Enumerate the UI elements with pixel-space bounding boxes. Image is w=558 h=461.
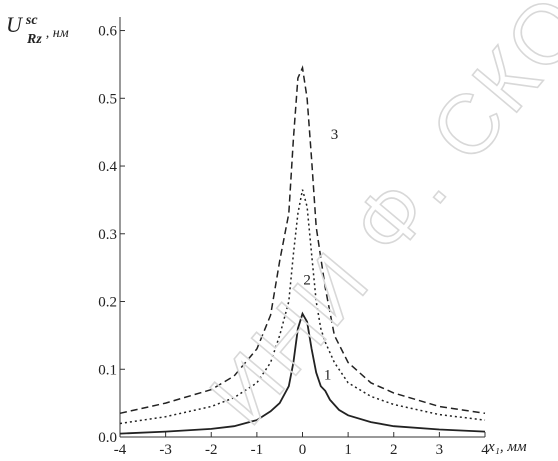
x-tick-label: 4 (481, 442, 489, 458)
x-tick-label: 3 (436, 442, 444, 458)
y-axis-title: U sc Rz , нм (6, 11, 69, 47)
watermark: ИНИ Ф. СКОРИНЫ (192, 0, 558, 442)
y-axis-title-main: U (6, 12, 24, 37)
y-tick-label: 0.6 (98, 24, 117, 40)
y-tick-label: 0.5 (98, 91, 117, 107)
y-tick-label: 0.2 (98, 295, 117, 311)
y-tick-label: 0.0 (98, 430, 117, 446)
y-axis-title-sub: Rz (26, 32, 42, 47)
series-line-2 (119, 189, 486, 425)
series-line-1 (119, 311, 486, 435)
y-tick-label: 0.3 (98, 227, 117, 243)
y-tick-label: 0.4 (98, 159, 117, 175)
series-line-3 (119, 65, 486, 415)
y-tick-label: 0.1 (98, 362, 117, 378)
y-ticks: 0.0 0.1 0.2 0.3 0.4 0.5 0.6 (98, 24, 125, 446)
x-tick-label: -4 (114, 442, 127, 458)
x-tick-label: -1 (251, 442, 264, 458)
y-axis-title-sup: sc (25, 13, 38, 28)
x-tick-label: -3 (159, 442, 172, 458)
x-tick-label: 0 (299, 442, 307, 458)
curve-label-3: 3 (331, 127, 339, 143)
curve-labels: 1 2 3 (303, 127, 338, 383)
curve-label-2: 2 (303, 273, 311, 289)
x-tick-label: 2 (390, 442, 398, 458)
series-group (119, 65, 486, 435)
x-ticks: -4 -3 -2 -1 0 1 2 3 4 (114, 432, 489, 458)
x-tick-label: 1 (344, 442, 352, 458)
curve-label-1: 1 (324, 367, 332, 383)
x-axis-title: x₁, мм (487, 439, 527, 455)
x-tick-label: -2 (205, 442, 218, 458)
y-axis-title-unit: , нм (46, 26, 69, 41)
